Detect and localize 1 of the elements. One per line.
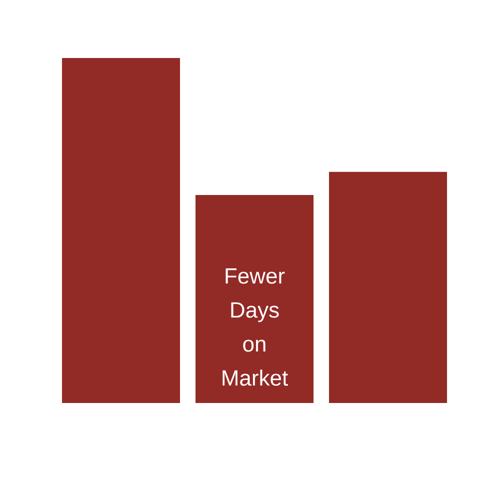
annotation: Fewer Days on Market bbox=[222, 268, 288, 386]
